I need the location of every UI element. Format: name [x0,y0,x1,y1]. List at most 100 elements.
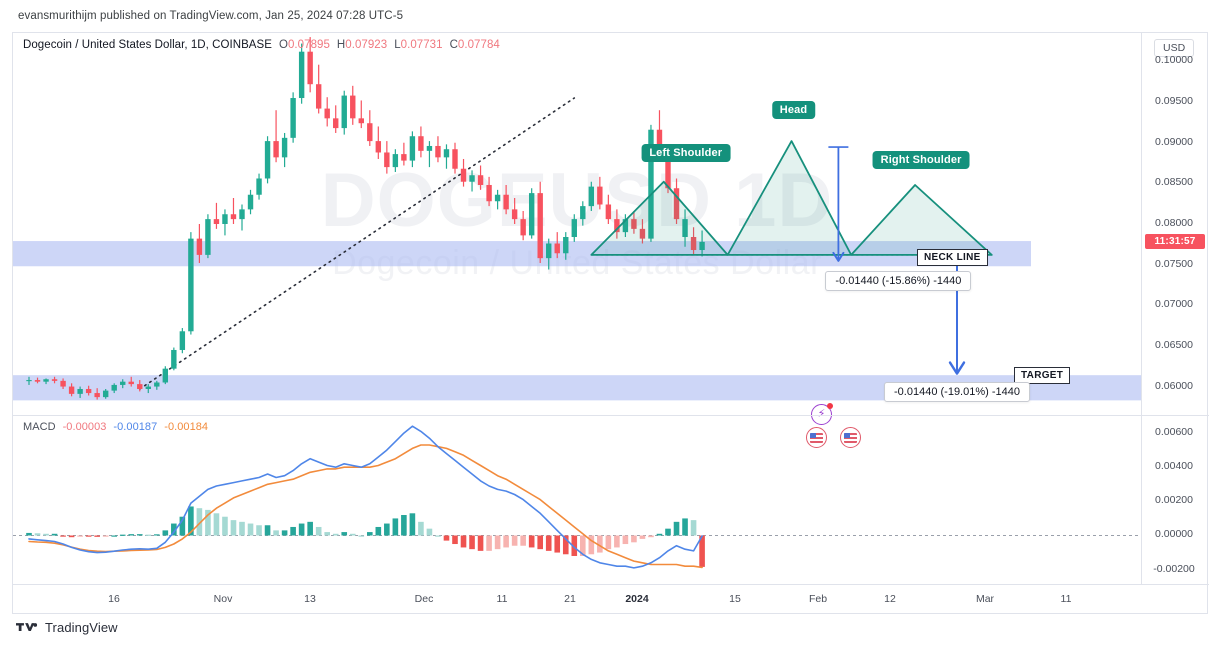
macd-legend[interactable]: MACD -0.00003 -0.00187 -0.00184 [23,421,208,433]
time-axis-divider [13,584,1209,585]
candle-body [520,219,526,236]
macd-hist-bar [332,533,339,536]
time-axis[interactable]: 16 Nov 13 Dec 11 21 2024 15 Feb 12 Mar 11 [13,585,1209,614]
legend-high-label: H [336,39,346,51]
macd-hist-bar [179,516,186,536]
time-tick: 12 [884,593,896,605]
candle-body [34,380,41,382]
candle-body [230,214,237,220]
macd-hist-bar [298,523,305,536]
last-price-badge[interactable]: 11:31:57 [1145,233,1205,249]
macd-hist-bar [68,535,75,538]
candle-body [418,136,424,151]
macd-hist-bar [511,535,518,546]
candle-body [494,194,501,202]
candle-body [213,219,220,224]
price-tick: 0.07500 [1155,257,1193,270]
macd-hist-bar [119,534,126,536]
macd-hist-bar [94,535,100,537]
macd-hist-bar [247,523,254,536]
time-tick: 21 [564,593,576,605]
candle-body [188,238,194,332]
price-axis-divider [1141,33,1142,584]
macd-hist-bar [614,535,620,548]
candle-body [145,386,151,389]
candle-body [401,154,407,161]
label-target[interactable]: TARGET [1014,366,1071,384]
label-head[interactable]: Head [771,101,816,120]
symbol-legend[interactable]: Dogecoin / United States Dollar, 1D, COI… [23,39,500,51]
price-axis[interactable]: USD 0.10000 0.09500 0.09000 0.08500 0.08000 0… [1142,33,1208,584]
macd-hist-bar [384,523,390,536]
macd-hist-bar [571,535,578,556]
candle-body [554,243,560,254]
candle-body [264,141,271,179]
price-tick: 0.06500 [1155,338,1193,351]
macd-tick: 0.00400 [1155,460,1193,473]
measurement-tooltip-bottom[interactable]: -0.01440 (-19.01%) -1440 [884,382,1030,403]
price-pane[interactable] [13,33,1141,415]
candle-body [315,84,322,109]
legend-close: C0.07784 [450,39,500,51]
price-tick: 0.06000 [1155,379,1193,392]
macd-tick: 0.00000 [1155,528,1193,541]
label-neck-line[interactable]: NECK LINE [917,248,988,266]
macd-hist-bar [375,526,382,536]
tradingview-logo-icon [16,622,38,631]
macd-hist-bar [205,509,211,536]
lightning-bolt-icon: ⚡ [811,404,832,425]
macd-hist-bar [545,535,552,551]
macd-hist-bar [213,513,220,536]
label-right-shoulder[interactable]: Right Shoulder [872,150,970,169]
macd-hist-bar [307,521,313,536]
legend-open: O0.07895 [279,39,330,51]
candle-body [120,381,126,385]
macd-hist-bar [580,535,586,556]
macd-signal-line [28,444,703,569]
macd-pane[interactable] [13,416,1141,585]
us-flag-event-icon-1[interactable] [806,427,827,448]
legend-low: L0.07731 [394,39,442,51]
measurement-tooltip-top[interactable]: -0.01440 (-15.86%) -1440 [825,270,972,291]
macd-hist-bar [256,525,262,536]
label-left-shoulder[interactable]: Left Shoulder [641,143,731,162]
candle-body [503,194,509,210]
candle-body [460,168,467,182]
candle-body [477,175,484,185]
tradingview-footer: TradingView [16,620,118,635]
candle-body [384,152,390,168]
candle-body [281,137,288,158]
price-tick: 0.08500 [1155,176,1193,189]
legend-low-label: L [394,39,401,51]
candle-body [85,388,92,394]
time-tick: 13 [304,593,316,605]
candle-body [563,237,569,254]
flash-event-icon[interactable]: ⚡ [811,403,833,425]
candle-body [435,145,441,158]
legend-open-value: 0.07895 [287,39,330,51]
time-tick: Nov [213,593,233,605]
legend-high-value: 0.07923 [345,39,388,51]
macd-hist-bar [426,528,433,536]
candle-body [537,193,543,259]
macd-hist-bar [239,521,245,536]
candle-body [409,136,416,161]
candle-body [298,51,305,99]
macd-hist-bar [230,520,237,536]
time-tick: 2024 [625,593,649,605]
legend-high: H0.07923 [337,39,387,51]
chart-frame: DOGEUSD 1D Dogecoin / United States Doll… [12,32,1209,614]
candle-body [60,380,66,387]
us-flag-event-icon-2[interactable] [840,427,861,448]
candle-body [571,219,577,238]
macd-hist-bar [460,535,467,548]
time-tick: 16 [108,593,120,605]
candle-body [631,219,637,229]
macd-hist-bar [401,515,407,536]
price-tick: 0.08000 [1155,217,1193,229]
time-tick: Feb [808,593,828,605]
candle-body [307,51,313,85]
macd-hist-bar [656,533,663,536]
time-tick: 11 [1060,593,1072,605]
candle-body [196,238,203,255]
